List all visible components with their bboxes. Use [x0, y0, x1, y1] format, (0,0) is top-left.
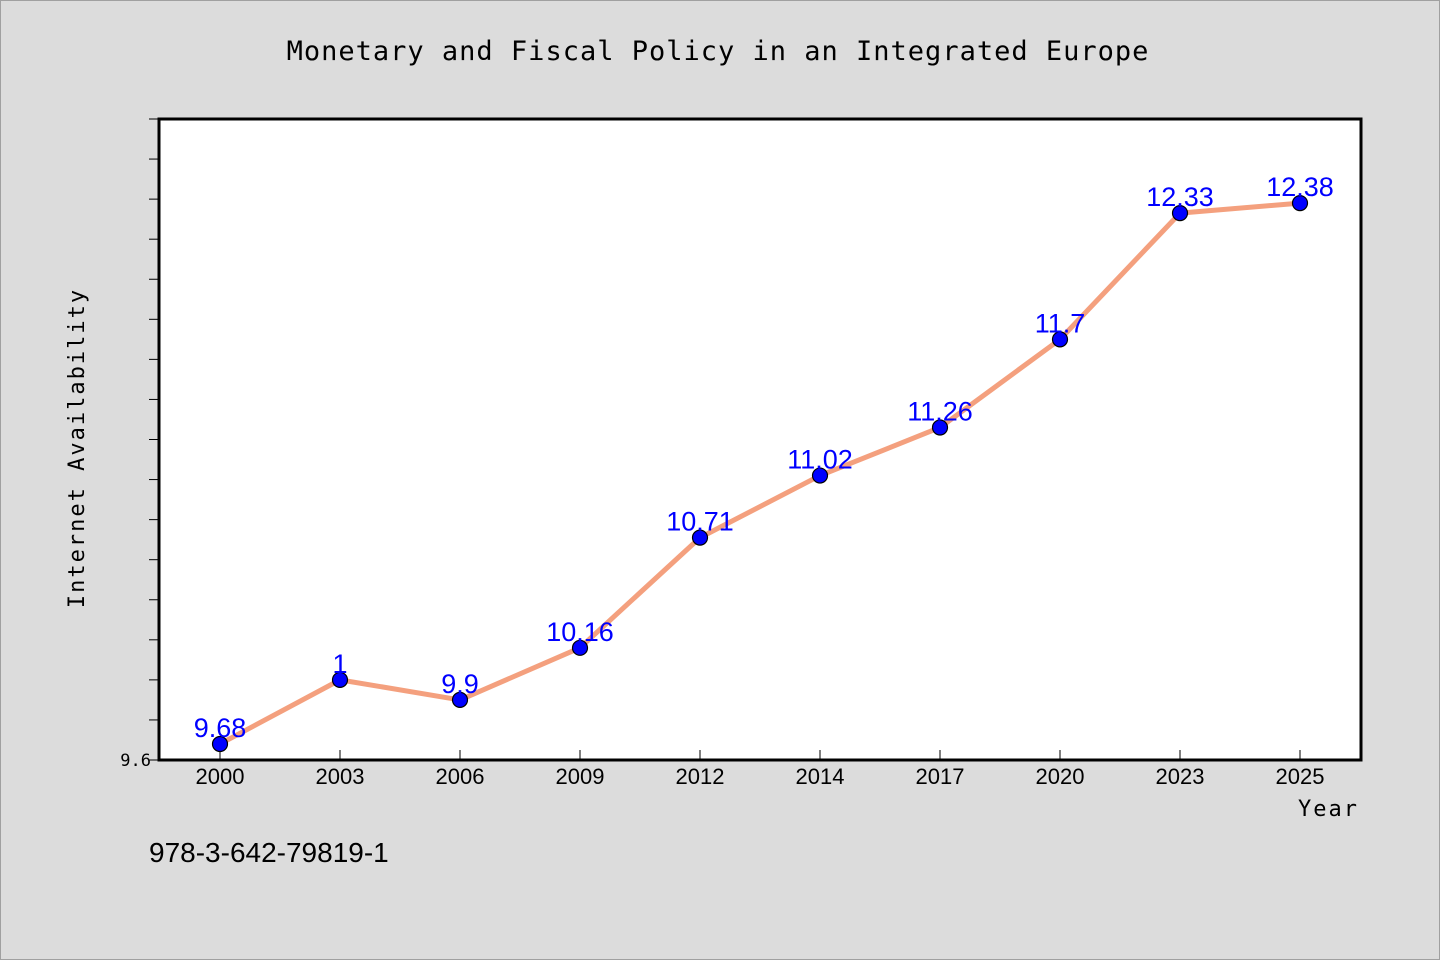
data-point: [1051, 331, 1069, 348]
x-tick-label: 2000: [196, 764, 245, 789]
x-tick-label: 2023: [1156, 764, 1205, 789]
chart-title: Monetary and Fiscal Policy in an Integra…: [287, 36, 1150, 67]
y-axis-ticks: 9.6: [120, 118, 159, 771]
x-axis-title: Year: [1298, 797, 1359, 822]
data-point: [1171, 205, 1189, 222]
data-label: 9.9: [441, 669, 479, 699]
x-axis-ticks: 2000 2003 2006 2009 2012 2014 2017 2020 2023 2025: [196, 750, 1325, 789]
data-label: 12.38: [1266, 172, 1334, 202]
data-label: 9.68: [194, 713, 247, 743]
data-label: 11.02: [787, 445, 853, 475]
x-tick-label: 2003: [316, 764, 365, 789]
series-layer: 9.68 1 9.9 10.16 10.71 11.02 11.26 11.7 12.33 12.…: [194, 172, 1334, 753]
data-label: 10.71: [666, 507, 734, 537]
data-point: [931, 419, 949, 436]
data-label: 1: [332, 649, 347, 679]
x-tick-label: 2009: [556, 764, 605, 789]
y-axis-title: Internet Availability: [65, 288, 90, 608]
x-tick-label: 2014: [796, 764, 845, 789]
data-label: 11.26: [907, 396, 973, 426]
data-label: 11.7: [1035, 308, 1086, 338]
data-point: [1291, 195, 1309, 212]
data-point: [451, 691, 469, 709]
x-tick-label: 2020: [1036, 764, 1085, 789]
x-tick-label: 2006: [436, 764, 485, 789]
x-tick-label: 2012: [676, 764, 725, 789]
y-tick-label: 9.6: [120, 751, 151, 771]
x-tick-label: 2025: [1276, 764, 1325, 789]
x-tick-label: 2017: [916, 764, 965, 789]
data-point: [571, 639, 589, 656]
data-point: [211, 735, 229, 753]
series-line: [217, 200, 1303, 747]
data-label: 12.33: [1146, 182, 1214, 212]
plot-area: [157, 117, 1363, 762]
data-point: [331, 671, 349, 688]
data-point: [811, 467, 829, 484]
isbn-footer: 978-3-642-79819-1: [149, 837, 389, 868]
data-point: [691, 529, 709, 546]
data-label: 10.16: [546, 617, 614, 647]
